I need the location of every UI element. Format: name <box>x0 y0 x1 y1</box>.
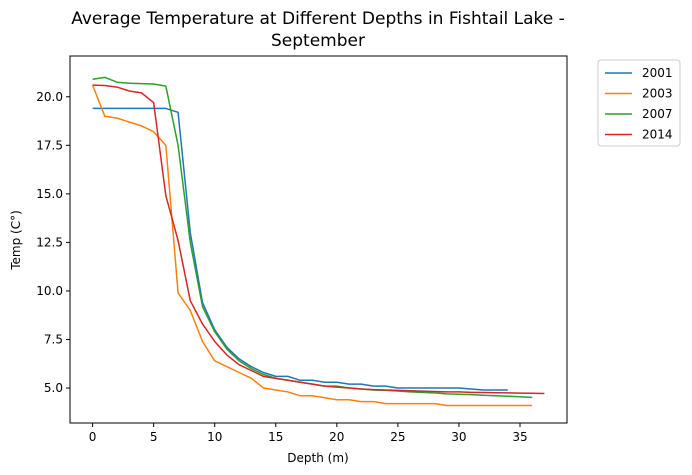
series-line-2003 <box>91 84 533 407</box>
x-tick-label: 10 <box>207 430 222 444</box>
legend-label-2007: 2007 <box>642 107 673 121</box>
x-tick-label: 35 <box>512 430 527 444</box>
legend-label-2003: 2003 <box>642 87 673 101</box>
legend-frame <box>597 59 681 147</box>
x-tick-label: 25 <box>390 430 405 444</box>
y-tick-label: 15.0 <box>36 187 63 201</box>
y-tick-label: 7.5 <box>44 333 63 347</box>
y-axis-ticks: 5.0 7.5 10.0 12.5 15.0 17.5 20.0 <box>36 90 70 395</box>
legend-label-2001: 2001 <box>642 66 673 80</box>
x-tick-label: 20 <box>329 430 344 444</box>
legend-items: 2001 2003 2007 2014 <box>605 66 673 142</box>
series-layer <box>91 76 545 407</box>
series-line-2014 <box>92 84 545 395</box>
x-tick-label: 15 <box>268 430 283 444</box>
y-tick-label: 12.5 <box>36 235 63 249</box>
x-tick-label: 5 <box>150 430 158 444</box>
x-tick-label: 30 <box>451 430 466 444</box>
x-axis-ticks: 0 5 10 15 20 25 30 35 <box>89 423 528 444</box>
y-axis-label: Temp (C°) <box>9 210 23 271</box>
chart-title-line-2: September <box>271 31 365 51</box>
x-axis-label: Depth (m) <box>287 451 348 465</box>
series-line-2007 <box>92 76 533 399</box>
legend-label-2014: 2014 <box>642 128 673 142</box>
y-tick-label: 10.0 <box>36 284 63 298</box>
y-tick-label: 17.5 <box>36 138 63 152</box>
x-tick-label: 0 <box>89 430 97 444</box>
chart-title-line-1: Average Temperature at Different Depths … <box>71 9 565 29</box>
legend: 2001 2003 2007 2014 <box>597 59 681 147</box>
y-tick-label: 5.0 <box>44 381 63 395</box>
plot-frame <box>69 55 568 424</box>
series-line-2001 <box>92 107 508 391</box>
y-tick-label: 20.0 <box>36 90 63 104</box>
